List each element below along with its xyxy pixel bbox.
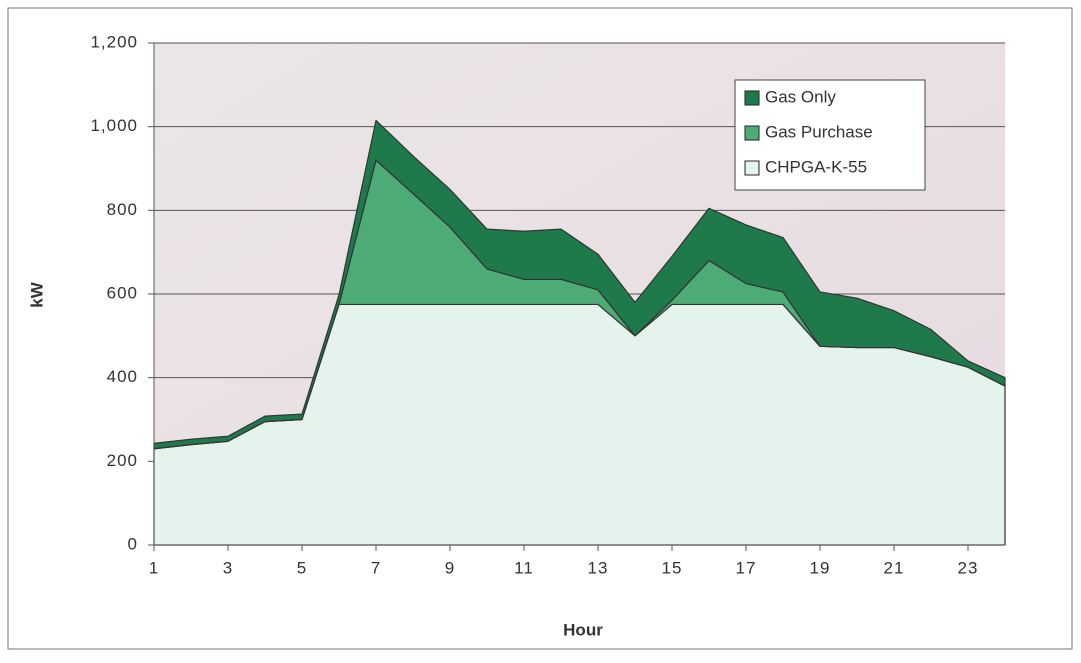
y-tick-label: 800 [107, 200, 138, 219]
x-tick-label: 23 [958, 558, 979, 577]
x-tick-label: 3 [223, 558, 233, 577]
x-tick-label: 13 [588, 558, 609, 577]
y-tick-label: 0 [128, 534, 138, 553]
legend-box [734, 79, 926, 191]
x-tick-label: 21 [884, 558, 905, 577]
y-axis-label: kW [27, 281, 46, 307]
y-tick-label: 1,200 [90, 32, 138, 51]
x-tick-label: 17 [736, 558, 757, 577]
x-tick-label: 11 [514, 558, 534, 577]
legend-swatch [744, 125, 760, 141]
y-tick-label: 400 [107, 367, 138, 386]
legend-label: CHPGA-K-55 [765, 157, 867, 176]
y-tick-label: 200 [107, 451, 138, 470]
legend-swatch [744, 90, 760, 106]
x-tick-label: 15 [662, 558, 683, 577]
x-tick-label: 1 [149, 558, 159, 577]
x-tick-label: 19 [810, 558, 831, 577]
x-tick-label: 7 [371, 558, 381, 577]
legend-label: Gas Purchase [765, 122, 873, 141]
area [153, 119, 1006, 450]
x-axis-label: Hour [563, 620, 603, 639]
legend-label: Gas Only [765, 87, 836, 106]
y-tick-label: 600 [107, 283, 138, 302]
x-tick-label: 9 [445, 558, 455, 577]
y-tick-label: 1,000 [90, 116, 138, 135]
x-tick-label: 5 [297, 558, 307, 577]
legend-swatch [744, 160, 760, 176]
